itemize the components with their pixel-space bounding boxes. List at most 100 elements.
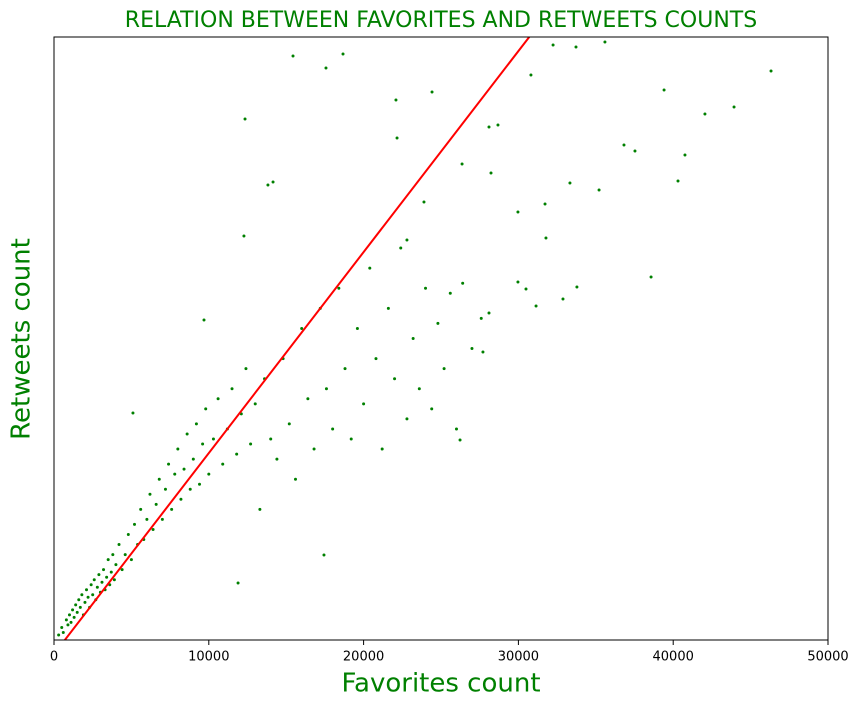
point: [703, 112, 707, 116]
point: [470, 347, 474, 351]
point: [89, 583, 93, 587]
point: [395, 136, 399, 140]
point: [235, 452, 239, 456]
point: [458, 438, 462, 442]
point: [454, 427, 458, 431]
point: [275, 457, 279, 461]
point: [148, 492, 152, 496]
point: [399, 246, 403, 250]
point: [769, 69, 773, 73]
point: [516, 280, 520, 284]
point: [266, 183, 270, 187]
point: [173, 472, 177, 476]
point: [78, 605, 82, 609]
point: [202, 318, 206, 322]
point: [95, 585, 99, 589]
point: [60, 625, 64, 629]
point: [170, 507, 174, 511]
point: [72, 615, 76, 619]
point: [111, 553, 115, 557]
point: [154, 502, 158, 506]
point: [57, 633, 61, 637]
point: [163, 487, 167, 491]
point: [67, 613, 71, 617]
point: [487, 125, 491, 129]
point: [61, 630, 65, 634]
x-tick-label: 10000: [188, 650, 229, 665]
point: [561, 297, 565, 301]
point: [481, 350, 485, 354]
point: [430, 407, 434, 411]
point: [97, 573, 101, 577]
point: [114, 563, 118, 567]
point: [249, 442, 253, 446]
point: [69, 620, 73, 624]
point: [123, 553, 127, 557]
point: [496, 123, 500, 127]
point: [139, 507, 143, 511]
point: [293, 477, 297, 481]
point: [211, 437, 215, 441]
point: [221, 462, 225, 466]
point: [362, 402, 366, 406]
point: [322, 553, 326, 557]
point: [198, 482, 202, 486]
point: [312, 447, 316, 451]
x-tick-label: 40000: [653, 650, 694, 665]
point: [324, 66, 328, 70]
point: [157, 477, 161, 481]
point: [291, 54, 295, 58]
point: [131, 411, 135, 415]
point: [102, 568, 106, 572]
point: [109, 570, 113, 574]
point: [306, 397, 310, 401]
point: [75, 610, 79, 614]
point: [91, 593, 95, 597]
x-tick-label: 20000: [343, 650, 384, 665]
point: [253, 402, 257, 406]
point: [337, 286, 341, 290]
point: [204, 407, 208, 411]
point: [145, 517, 149, 521]
point: [405, 238, 409, 242]
point: [105, 575, 109, 579]
point: [544, 236, 548, 240]
point: [176, 447, 180, 451]
point: [100, 580, 104, 584]
point: [242, 234, 246, 238]
point: [386, 306, 390, 310]
point: [287, 422, 291, 426]
point: [185, 432, 189, 436]
point: [85, 588, 89, 592]
point: [160, 517, 164, 521]
point: [430, 90, 434, 94]
point: [529, 73, 533, 77]
x-tick-label: 50000: [807, 650, 848, 665]
point: [83, 600, 87, 604]
point: [331, 427, 335, 431]
point: [207, 472, 211, 476]
point: [132, 522, 136, 526]
point: [543, 202, 547, 206]
point: [74, 603, 78, 607]
point: [368, 266, 372, 270]
point: [622, 143, 626, 147]
point: [258, 507, 262, 511]
point: [77, 598, 81, 602]
point: [341, 52, 345, 56]
point: [405, 417, 409, 421]
y-axis-label: Retweets count: [7, 238, 37, 440]
point: [201, 442, 205, 446]
point: [343, 367, 347, 371]
point: [243, 117, 247, 121]
point: [633, 149, 637, 153]
point: [575, 285, 579, 289]
point: [568, 181, 572, 185]
point: [489, 171, 493, 175]
point: [230, 387, 234, 391]
point: [324, 387, 328, 391]
point: [271, 180, 275, 184]
point: [380, 447, 384, 451]
axes-frame: [53, 36, 829, 641]
